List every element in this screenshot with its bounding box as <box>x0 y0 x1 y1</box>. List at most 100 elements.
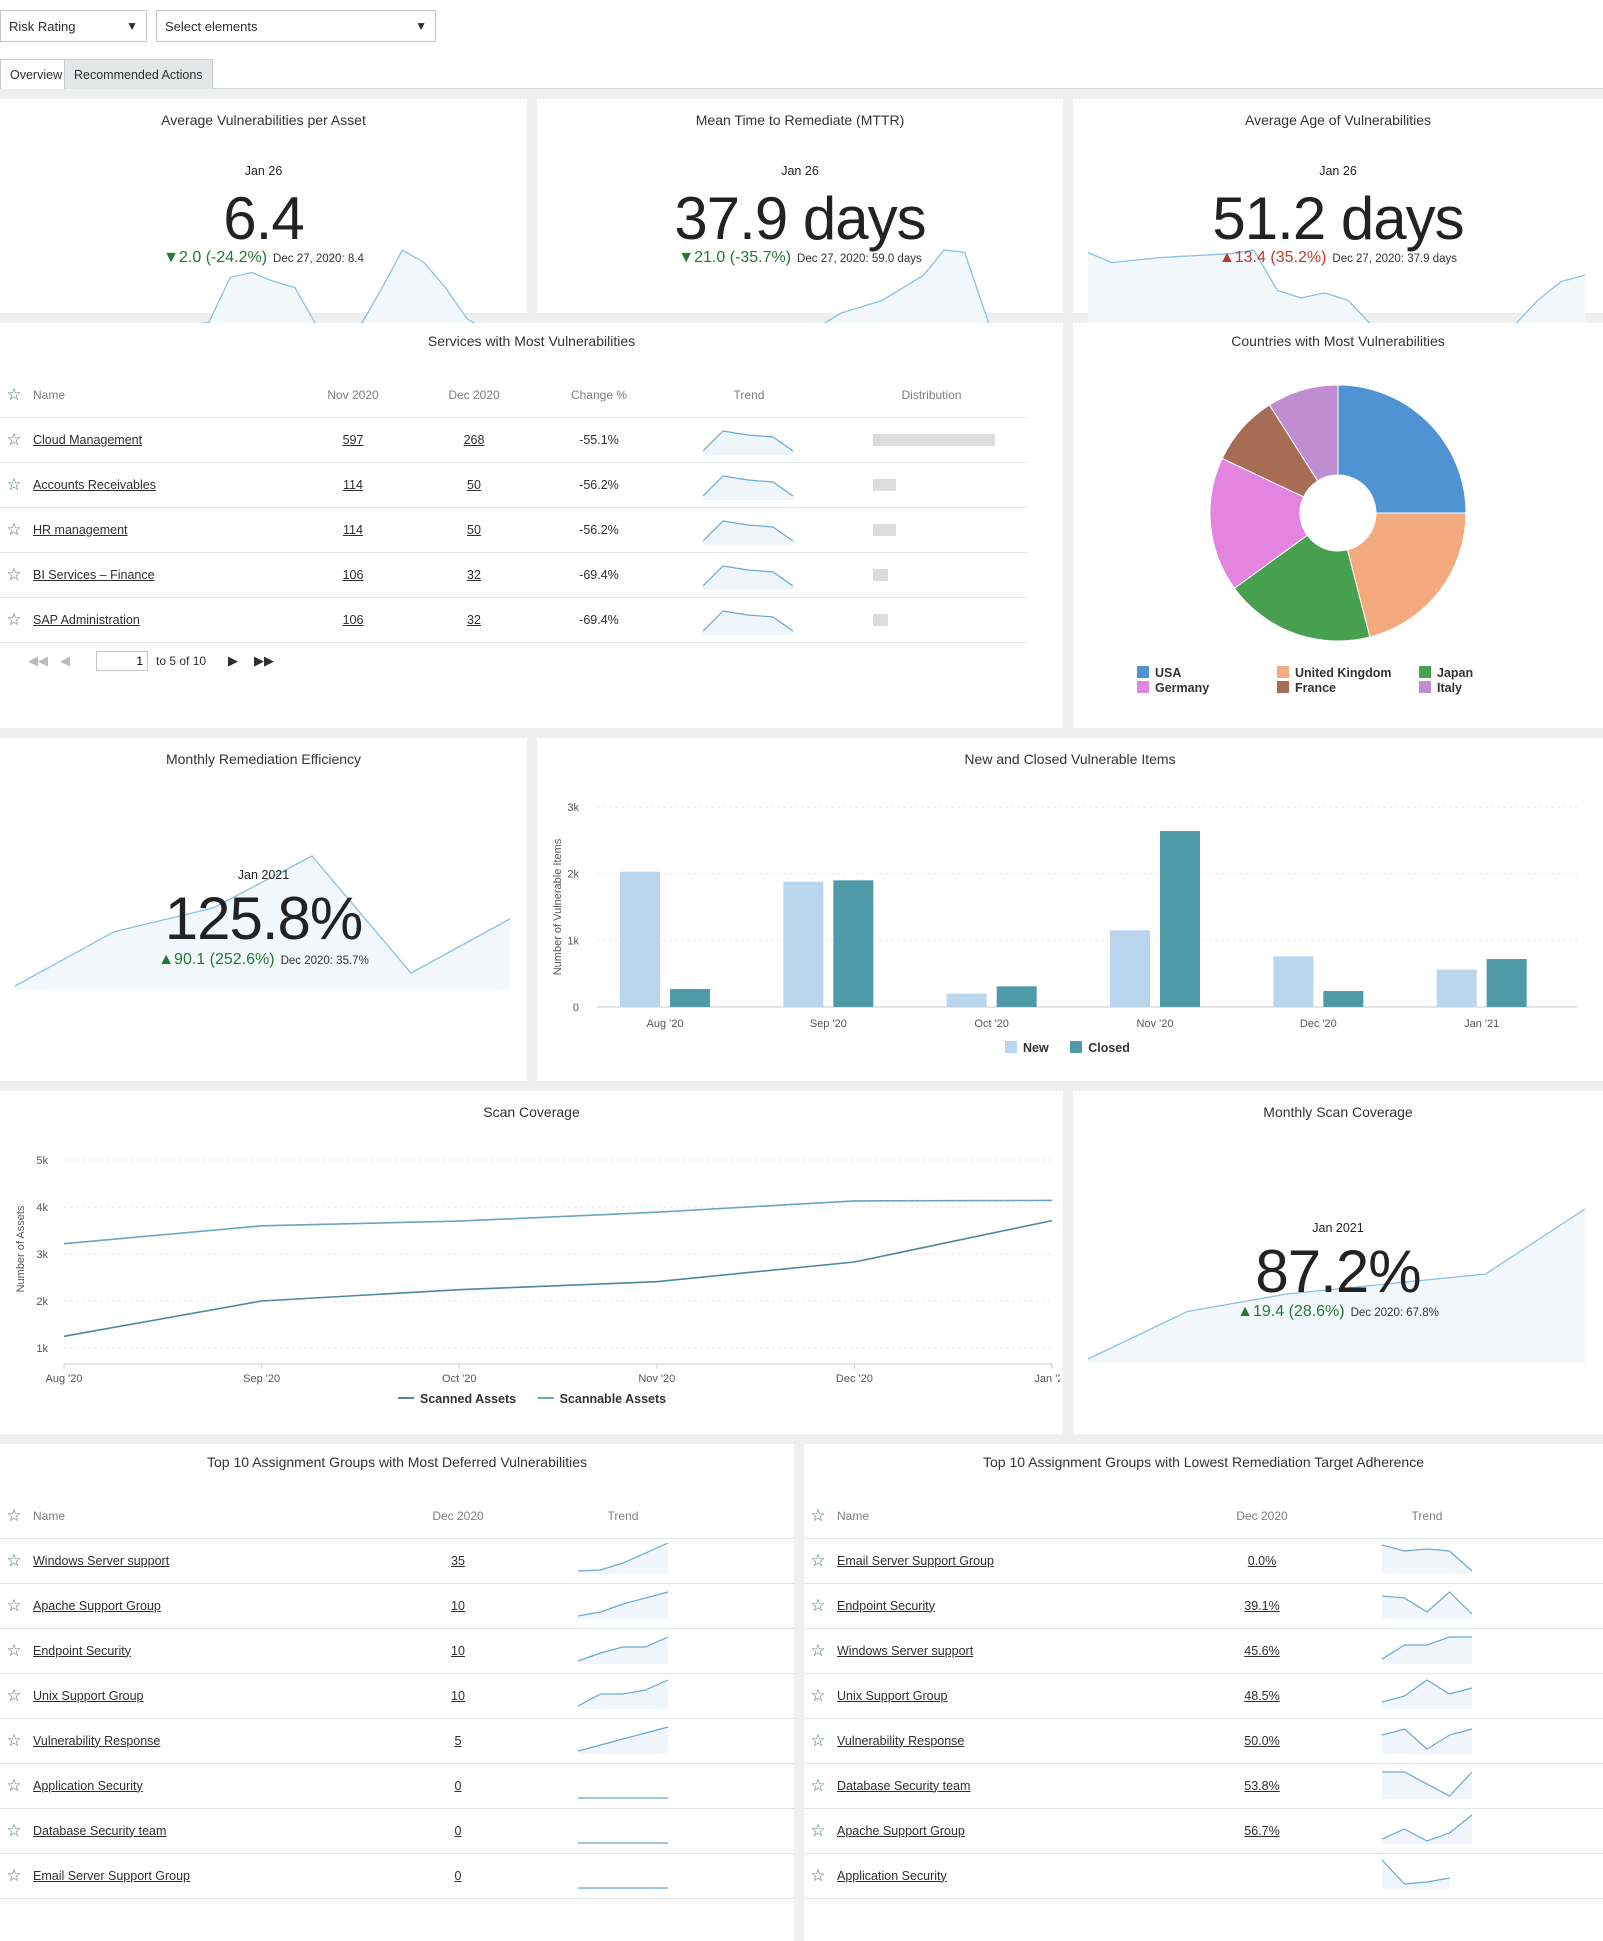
nov-value-link[interactable]: 114 <box>343 477 363 492</box>
group-name-link[interactable]: Apache Support Group <box>33 1598 161 1613</box>
nov-value-link[interactable]: 106 <box>342 567 364 582</box>
table-row[interactable]: ☆ Database Security team 0 <box>0 1808 794 1854</box>
star-icon[interactable]: ☆ <box>6 609 22 629</box>
group-name-link[interactable]: Windows Server support <box>837 1643 974 1658</box>
legend-item-scanned[interactable]: Scanned Assets <box>398 1392 516 1406</box>
pie-slice-japan[interactable] <box>1233 534 1371 642</box>
bar-new-0[interactable] <box>620 871 660 1007</box>
dec-value-link[interactable]: 268 <box>463 432 485 447</box>
star-icon[interactable]: ☆ <box>6 1505 22 1525</box>
group-name-link[interactable]: Vulnerability Response <box>837 1733 965 1748</box>
group-name-link[interactable]: Windows Server support <box>33 1553 170 1568</box>
table-row[interactable]: ☆ Vulnerability Response 5 <box>0 1718 794 1764</box>
table-row[interactable]: ☆ Database Security team 53.8% <box>804 1763 1603 1809</box>
first-page-icon[interactable]: ◀◀ <box>28 653 48 668</box>
table-row[interactable]: ☆ Application Security <box>804 1853 1603 1899</box>
star-icon[interactable]: ☆ <box>6 1640 22 1660</box>
dec-value-link[interactable]: 0 <box>454 1778 462 1793</box>
pie-slice-usa[interactable] <box>1337 384 1467 514</box>
dec-value-link[interactable]: 50 <box>467 522 481 537</box>
group-name-link[interactable]: Unix Support Group <box>33 1688 144 1703</box>
col-name[interactable]: Name <box>837 1494 1197 1539</box>
table-row[interactable]: ☆ Unix Support Group 10 <box>0 1673 794 1719</box>
nov-value-link[interactable]: 114 <box>343 522 363 537</box>
table-row[interactable]: ☆ Endpoint Security 10 <box>0 1628 794 1674</box>
star-icon[interactable]: ☆ <box>810 1685 826 1705</box>
dec-value-link[interactable]: 10 <box>451 1598 465 1613</box>
tab-overview[interactable]: Overview <box>0 59 73 89</box>
legend-item-new[interactable]: New <box>1005 1041 1049 1055</box>
col-dec[interactable]: Dec 2020 <box>393 1494 523 1539</box>
bar-closed-5[interactable] <box>1486 959 1527 1007</box>
col-dec[interactable]: Dec 2020 <box>413 373 535 418</box>
table-row[interactable]: ☆ Cloud Management 597 268 -55.1% <box>0 417 1028 463</box>
table-row[interactable]: ☆ Email Server Support Group 0.0% <box>804 1538 1603 1584</box>
service-name-link[interactable]: HR management <box>33 522 128 537</box>
kpi-card-avg-age[interactable]: Average Age of Vulnerabilities Jan 26 51… <box>1073 99 1603 399</box>
star-icon[interactable]: ☆ <box>810 1640 826 1660</box>
group-name-link[interactable]: Application Security <box>33 1778 143 1793</box>
table-row[interactable]: ☆ Endpoint Security 39.1% <box>804 1583 1603 1629</box>
countries-donut-chart[interactable] <box>1203 378 1473 648</box>
group-name-link[interactable]: Application Security <box>837 1868 947 1883</box>
kpi-card-avg-vulnerabilities[interactable]: Average Vulnerabilities per Asset Jan 26… <box>0 99 527 399</box>
legend-item-japan[interactable]: Japan <box>1419 666 1473 680</box>
group-name-link[interactable]: Endpoint Security <box>837 1598 935 1613</box>
dec-value-link[interactable]: 50 <box>467 477 481 492</box>
last-page-icon[interactable]: ▶▶ <box>254 653 275 668</box>
star-icon[interactable]: ☆ <box>810 1775 826 1795</box>
star-icon[interactable]: ☆ <box>6 564 22 584</box>
pie-slice-united-kingdom[interactable] <box>1346 512 1467 638</box>
table-row[interactable]: ☆ Email Server Support Group 0 <box>0 1853 794 1899</box>
tab-recommended-actions[interactable]: Recommended Actions <box>64 59 213 89</box>
series-line-scannable-assets[interactable] <box>63 1199 1053 1245</box>
bar-closed-4[interactable] <box>1323 991 1364 1007</box>
page-number-input[interactable] <box>96 651 148 671</box>
nov-value-link[interactable]: 106 <box>342 612 364 627</box>
star-icon[interactable]: ☆ <box>6 1820 22 1840</box>
dec-value-link[interactable]: 56.7% <box>1244 1823 1280 1838</box>
dec-value-link[interactable]: 45.6% <box>1244 1643 1280 1658</box>
bar-closed-1[interactable] <box>833 880 874 1007</box>
star-icon[interactable]: ☆ <box>6 1730 22 1750</box>
dec-value-link[interactable]: 53.8% <box>1244 1778 1280 1793</box>
star-icon[interactable]: ☆ <box>810 1730 826 1750</box>
pie-slice-germany[interactable] <box>1209 457 1308 589</box>
legend-item-united-kingdom[interactable]: United Kingdom <box>1277 666 1392 680</box>
dec-value-link[interactable]: 32 <box>467 612 481 627</box>
star-icon[interactable]: ☆ <box>6 384 22 404</box>
kpi-card-monthly-efficiency[interactable]: Monthly Remediation Efficiency Jan 2021 … <box>0 738 527 1081</box>
legend-item-france[interactable]: France <box>1277 681 1336 695</box>
star-icon[interactable]: ☆ <box>6 1550 22 1570</box>
table-row[interactable]: ☆ Application Security 0 <box>0 1763 794 1809</box>
next-page-icon[interactable]: ▶ <box>228 653 239 668</box>
legend-item-italy[interactable]: Italy <box>1419 681 1462 695</box>
table-row[interactable]: ☆ Accounts Receivables 114 50 -56.2% <box>0 462 1028 508</box>
kpi-card-mttr[interactable]: Mean Time to Remediate (MTTR) Jan 26 37.… <box>537 99 1063 399</box>
col-name[interactable]: Name <box>33 1494 393 1539</box>
col-dec[interactable]: Dec 2020 <box>1197 1494 1327 1539</box>
col-name[interactable]: Name <box>33 373 293 418</box>
star-icon[interactable]: ☆ <box>6 1595 22 1615</box>
risk-rating-dropdown[interactable]: Risk Rating ▼ <box>0 10 147 42</box>
group-name-link[interactable]: Database Security team <box>33 1823 167 1838</box>
bar-new-3[interactable] <box>1110 930 1150 1007</box>
kpi-card-monthly-scan[interactable]: Monthly Scan Coverage Jan 2021 87.2% ▲19… <box>1073 1091 1603 1434</box>
table-row[interactable]: ☆ Windows Server support 35 <box>0 1538 794 1584</box>
legend-item-usa[interactable]: USA <box>1137 666 1181 680</box>
table-row[interactable]: ☆ Apache Support Group 10 <box>0 1583 794 1629</box>
pie-slice-italy[interactable] <box>1268 384 1339 482</box>
bar-closed-2[interactable] <box>996 986 1037 1007</box>
group-name-link[interactable]: Apache Support Group <box>837 1823 965 1838</box>
dec-value-link[interactable]: 35 <box>451 1553 465 1568</box>
bar-closed-0[interactable] <box>670 989 710 1007</box>
dec-value-link[interactable]: 0 <box>454 1868 462 1883</box>
dec-value-link[interactable]: 10 <box>451 1643 465 1658</box>
table-row[interactable]: ☆ Vulnerability Response 50.0% <box>804 1718 1603 1764</box>
group-name-link[interactable]: Endpoint Security <box>33 1643 131 1658</box>
table-row[interactable]: ☆ HR management 114 50 -56.2% <box>0 507 1028 553</box>
group-name-link[interactable]: Email Server Support Group <box>33 1868 191 1883</box>
table-row[interactable]: ☆ BI Services – Finance 106 32 -69.4% <box>0 552 1028 598</box>
bar-closed-3[interactable] <box>1160 831 1200 1007</box>
service-name-link[interactable]: BI Services – Finance <box>33 567 155 582</box>
